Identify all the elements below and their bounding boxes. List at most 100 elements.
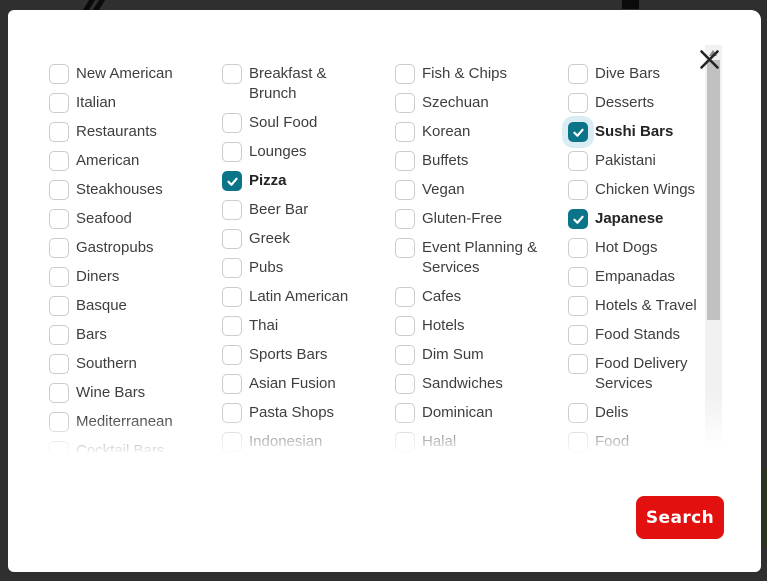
category-option[interactable]: Beer Bar [222, 200, 395, 220]
search-button[interactable]: Search [636, 496, 724, 539]
checkbox-unchecked[interactable] [568, 354, 588, 374]
category-option[interactable]: Pubs [222, 258, 395, 278]
checkbox-unchecked[interactable] [49, 441, 69, 452]
checkbox-unchecked[interactable] [395, 316, 415, 336]
category-option[interactable]: Restaurants [49, 122, 222, 142]
checkbox-unchecked[interactable] [222, 287, 242, 307]
checkbox-unchecked[interactable] [222, 113, 242, 133]
category-option[interactable]: Dim Sum [395, 345, 568, 365]
checkbox-unchecked[interactable] [222, 403, 242, 423]
checkbox-unchecked[interactable] [49, 325, 69, 345]
category-option[interactable]: Empanadas [568, 267, 741, 287]
checkbox-unchecked[interactable] [395, 64, 415, 84]
category-option[interactable]: Event Planning & Services [395, 238, 568, 278]
category-option[interactable]: Korean [395, 122, 568, 142]
category-option[interactable]: Bars [49, 325, 222, 345]
category-option[interactable]: Hotels [395, 316, 568, 336]
category-option[interactable]: Wine Bars [49, 383, 222, 403]
category-option[interactable]: Indonesian [222, 432, 395, 452]
category-checkbox-grid[interactable]: New American Italian Restaurants American St… [8, 45, 743, 452]
category-option[interactable]: Diners [49, 267, 222, 287]
category-option[interactable]: Chicken Wings [568, 180, 741, 200]
checkbox-unchecked[interactable] [395, 403, 415, 423]
category-option[interactable]: Dominican [395, 403, 568, 423]
checkbox-unchecked[interactable] [222, 432, 242, 452]
category-option[interactable]: Szechuan [395, 93, 568, 113]
checkbox-unchecked[interactable] [568, 64, 588, 84]
checkbox-unchecked[interactable] [568, 151, 588, 171]
category-option[interactable]: Sushi Bars [568, 122, 741, 142]
checkbox-unchecked[interactable] [49, 238, 69, 258]
category-option[interactable]: Gluten-Free [395, 209, 568, 229]
category-option[interactable]: Food Delivery Services [568, 354, 741, 394]
category-option[interactable]: Vegan [395, 180, 568, 200]
checkbox-unchecked[interactable] [568, 325, 588, 345]
checkbox-unchecked[interactable] [395, 432, 415, 452]
checkbox-unchecked[interactable] [395, 151, 415, 171]
category-option[interactable]: Greek [222, 229, 395, 249]
category-option[interactable]: Soul Food [222, 113, 395, 133]
checkbox-unchecked[interactable] [49, 267, 69, 287]
category-option[interactable]: Food Stands [568, 325, 741, 345]
checkbox-unchecked[interactable] [568, 403, 588, 423]
checkbox-unchecked[interactable] [395, 238, 415, 258]
category-option[interactable]: Pasta Shops [222, 403, 395, 423]
checkbox-unchecked[interactable] [395, 93, 415, 113]
checkbox-unchecked[interactable] [49, 93, 69, 113]
checkbox-unchecked[interactable] [395, 287, 415, 307]
checkbox-unchecked[interactable] [222, 142, 242, 162]
checkbox-unchecked[interactable] [568, 432, 588, 452]
close-button[interactable] [693, 43, 725, 75]
checkbox-unchecked[interactable] [395, 122, 415, 142]
checkbox-unchecked[interactable] [49, 296, 69, 316]
category-option[interactable]: Halal [395, 432, 568, 452]
category-option[interactable]: Japanese [568, 209, 741, 229]
category-option[interactable]: Mediterranean [49, 412, 222, 432]
checkbox-unchecked[interactable] [395, 374, 415, 394]
checkbox-checked-icon[interactable] [568, 122, 588, 142]
checkbox-unchecked[interactable] [222, 200, 242, 220]
category-option[interactable]: Lounges [222, 142, 395, 162]
checkbox-unchecked[interactable] [568, 238, 588, 258]
category-option[interactable]: Basque [49, 296, 222, 316]
checkbox-unchecked[interactable] [222, 64, 242, 84]
category-option[interactable]: Breakfast & Brunch [222, 64, 395, 104]
category-option[interactable]: Thai [222, 316, 395, 336]
checkbox-unchecked[interactable] [49, 383, 69, 403]
category-option[interactable]: Latin American [222, 287, 395, 307]
checkbox-unchecked[interactable] [568, 267, 588, 287]
checkbox-unchecked[interactable] [49, 64, 69, 84]
category-option[interactable]: Sandwiches [395, 374, 568, 394]
category-option[interactable]: Italian [49, 93, 222, 113]
checkbox-checked-icon[interactable] [222, 171, 242, 191]
category-option[interactable]: Cafes [395, 287, 568, 307]
category-option[interactable]: American [49, 151, 222, 171]
checkbox-unchecked[interactable] [49, 151, 69, 171]
category-option[interactable]: Desserts [568, 93, 741, 113]
checkbox-unchecked[interactable] [222, 345, 242, 365]
scrollbar-thumb[interactable] [707, 60, 720, 320]
category-option[interactable]: Southern [49, 354, 222, 374]
checkbox-unchecked[interactable] [49, 412, 69, 432]
checkbox-unchecked[interactable] [395, 345, 415, 365]
checkbox-checked-icon[interactable] [568, 209, 588, 229]
category-option[interactable]: Seafood [49, 209, 222, 229]
category-option[interactable]: Asian Fusion [222, 374, 395, 394]
checkbox-unchecked[interactable] [49, 122, 69, 142]
category-option[interactable]: Hotels & Travel [568, 296, 741, 316]
category-option[interactable]: Buffets [395, 151, 568, 171]
checkbox-unchecked[interactable] [568, 296, 588, 316]
category-option[interactable]: Gastropubs [49, 238, 222, 258]
checkbox-unchecked[interactable] [568, 180, 588, 200]
checkbox-unchecked[interactable] [395, 180, 415, 200]
checkbox-unchecked[interactable] [222, 229, 242, 249]
category-option[interactable]: Pizza [222, 171, 395, 191]
checkbox-unchecked[interactable] [568, 93, 588, 113]
category-option[interactable]: Hot Dogs [568, 238, 741, 258]
category-option[interactable]: Fish & Chips [395, 64, 568, 84]
scrollbar-up-icon[interactable] [709, 50, 717, 56]
category-option[interactable]: New American [49, 64, 222, 84]
checkbox-unchecked[interactable] [222, 316, 242, 336]
checkbox-unchecked[interactable] [395, 209, 415, 229]
checkbox-unchecked[interactable] [49, 354, 69, 374]
